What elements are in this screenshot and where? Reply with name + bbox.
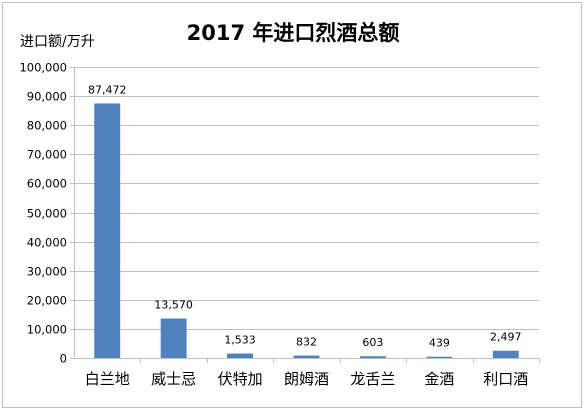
y-axis-ticks: 0 10,000 20,000 30,000 40,000 50,000 60,000 70,… <box>19 61 74 366</box>
x-category-label: 白兰地 <box>85 370 130 388</box>
bar <box>227 353 254 358</box>
y-tick-label: 40,000 <box>27 236 67 250</box>
data-label: 1,533 <box>224 334 256 347</box>
y-tick-label: 80,000 <box>27 119 67 133</box>
bar <box>293 355 320 358</box>
x-category-label: 龙舌兰 <box>350 370 395 388</box>
y-tick-label: 30,000 <box>27 265 67 279</box>
data-labels: 87,472 13,570 1,533 832 603 439 2,497 <box>88 83 522 349</box>
bar <box>94 103 121 358</box>
bar <box>359 356 386 358</box>
y-axis-label: 进口额/万升 <box>20 34 95 50</box>
x-category-label: 朗姆酒 <box>284 370 329 388</box>
data-label: 87,472 <box>88 83 127 96</box>
y-tick-label: 60,000 <box>27 177 67 191</box>
bars <box>94 103 519 358</box>
data-label: 832 <box>296 336 317 349</box>
y-tick-label: 90,000 <box>27 90 67 104</box>
y-tick-label: 0 <box>60 352 67 366</box>
y-tick-label: 50,000 <box>27 207 67 221</box>
chart-title: 2017 年进口烈酒总额 <box>187 21 400 45</box>
gridlines <box>74 67 539 330</box>
bar <box>160 318 187 358</box>
data-label: 2,497 <box>490 331 522 344</box>
x-category-label: 威士忌 <box>151 370 196 388</box>
bar <box>426 356 453 358</box>
y-tick-label: 100,000 <box>19 61 67 75</box>
data-label: 603 <box>362 336 383 349</box>
x-axis-categories: 白兰地 威士忌 伏特加 朗姆酒 龙舌兰 金酒 利口酒 <box>85 358 540 388</box>
x-category-label: 伏特加 <box>218 370 263 388</box>
y-tick-label: 10,000 <box>27 323 67 337</box>
x-category-label: 利口酒 <box>483 370 528 388</box>
y-tick-label: 70,000 <box>27 148 67 162</box>
bar <box>492 350 519 358</box>
data-label: 13,570 <box>154 299 193 312</box>
data-label: 439 <box>429 337 450 350</box>
x-category-label: 金酒 <box>424 370 454 388</box>
y-tick-label: 20,000 <box>27 294 67 308</box>
